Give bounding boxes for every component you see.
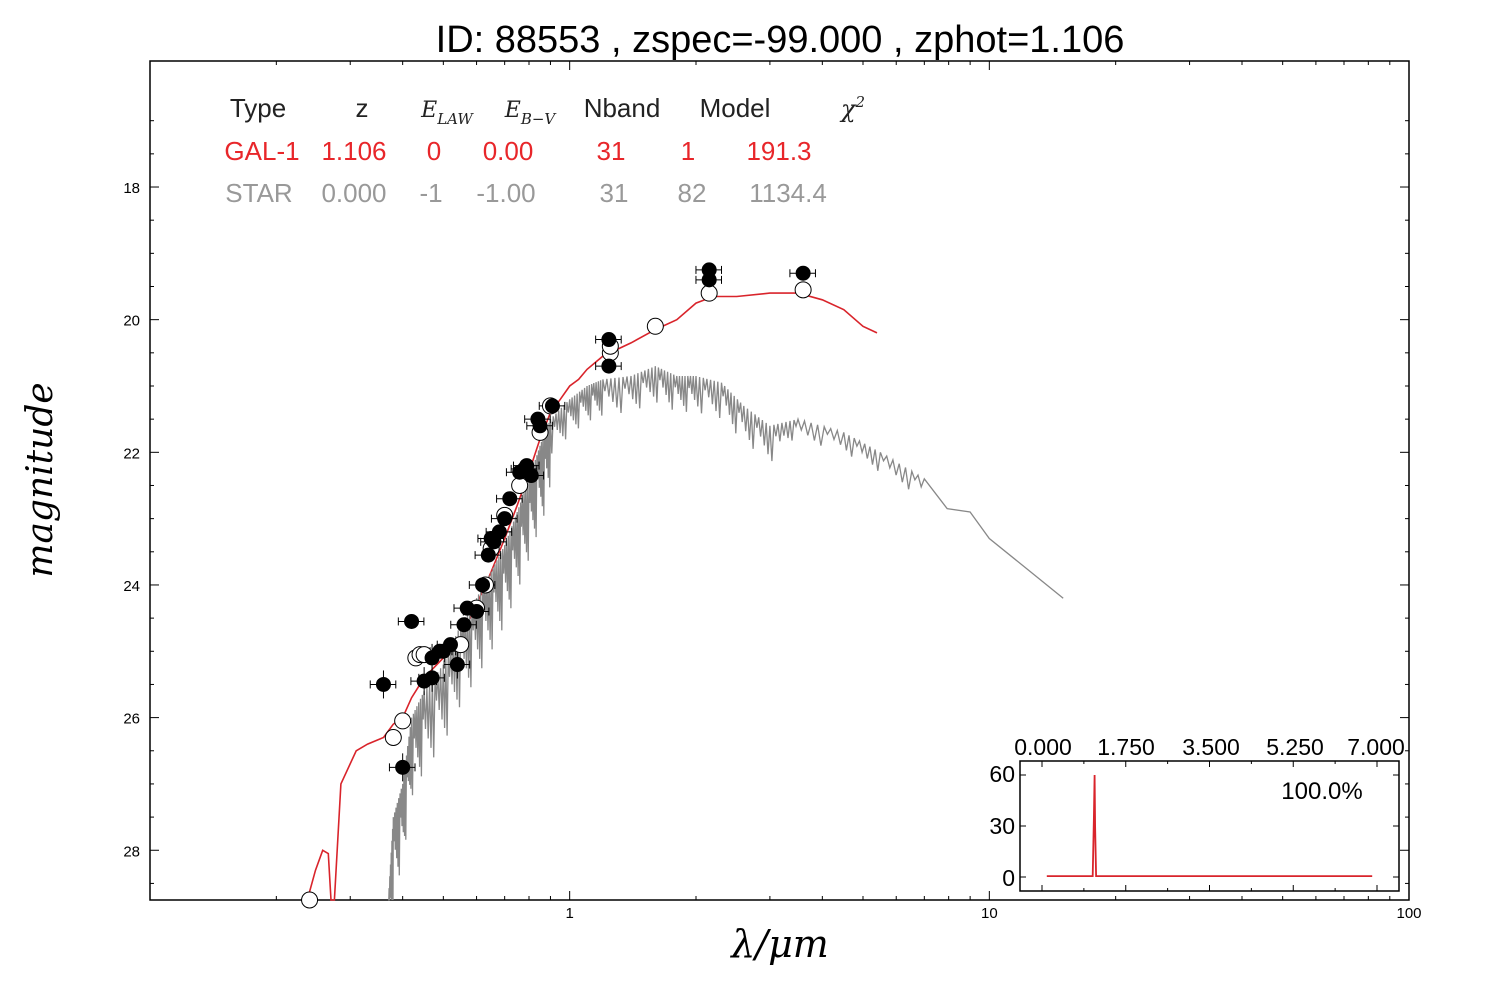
inset-background xyxy=(1020,761,1399,891)
observed-marker xyxy=(456,617,472,633)
legend-star-type: STAR xyxy=(225,178,292,208)
observed-marker xyxy=(532,418,548,434)
inset-pdf-layer xyxy=(1046,774,1373,877)
inset-pdf-curve xyxy=(1046,774,1373,877)
observed-marker xyxy=(375,676,391,692)
model-marker xyxy=(794,281,812,299)
legend-header-ebv: EB−V xyxy=(504,98,558,128)
y-tick-label: 26 xyxy=(123,711,140,728)
y-tick-label: 20 xyxy=(123,313,140,330)
main-tick-labels: 18 20 22 24 26 28 1 10 100 xyxy=(123,180,1421,922)
model-marker xyxy=(301,891,319,909)
star-model-curve xyxy=(388,366,1064,901)
model-marker xyxy=(394,712,412,730)
observed-marker xyxy=(601,358,617,374)
model-markers-layer xyxy=(301,281,812,909)
observed-marker xyxy=(544,398,560,414)
model-marker xyxy=(646,317,664,335)
inset-y-tick-0: 0 xyxy=(1002,865,1015,891)
legend-gal-ebv: 0.00 xyxy=(483,136,534,166)
x-axis-label: λ/μm xyxy=(729,922,829,966)
y-tick-label: 22 xyxy=(123,445,140,462)
legend-gal-chi2: 191.3 xyxy=(746,136,811,166)
y-tick-label: 18 xyxy=(123,180,140,197)
x-tick-label: 10 xyxy=(981,905,998,922)
legend-gal-nband: 31 xyxy=(597,136,626,166)
legend-gal-model: 1 xyxy=(681,136,695,166)
legend-header-type: Type xyxy=(230,93,286,123)
legend-star-nband: 31 xyxy=(600,178,629,208)
observed-marker xyxy=(404,613,420,629)
y-tick-label: 28 xyxy=(123,843,140,860)
x-tick-label: 1 xyxy=(565,905,573,922)
legend-header-z: z xyxy=(356,93,369,123)
legend-star-chi2: 1134.4 xyxy=(749,178,827,208)
inset-annotation: 100.0% xyxy=(1281,778,1362,805)
y-tick-label: 24 xyxy=(123,578,140,595)
observed-marker xyxy=(469,603,485,619)
main-axis-ticks xyxy=(150,61,1410,900)
observed-marker xyxy=(442,637,458,653)
legend-header-chi2: χ2 xyxy=(839,93,865,123)
model-marker xyxy=(384,729,402,747)
legend-star-ebv: -1.00 xyxy=(476,178,535,208)
inset-x-tick-2: 3.500 xyxy=(1182,734,1240,760)
legend-header-elaw: ELAW xyxy=(420,98,474,128)
inset-x-tick-1: 1.750 xyxy=(1097,734,1155,760)
observed-marker xyxy=(480,547,496,563)
inset-x-tick-0: 0.000 xyxy=(1014,734,1072,760)
x-tick-label: 100 xyxy=(1396,905,1421,922)
observed-marker xyxy=(395,759,411,775)
observed-marker xyxy=(424,670,440,686)
inset-ticks xyxy=(1020,761,1399,891)
inset-x-tick-4: 7.000 xyxy=(1347,734,1405,760)
legend-star-model: 82 xyxy=(678,178,707,208)
errorbar-layer xyxy=(369,262,816,782)
legend-header-model: Model xyxy=(700,93,771,123)
y-axis-label: magnitude xyxy=(20,382,61,577)
model-marker xyxy=(700,284,718,302)
legend-table: Type z ELAW EB−V Nband Model χ2 GAL-1 1.… xyxy=(224,93,865,208)
legend-gal-z: 1.106 xyxy=(321,136,386,166)
observed-marker xyxy=(491,524,507,540)
legend-header-nband: Nband xyxy=(584,93,661,123)
observed-marker xyxy=(701,272,717,288)
legend-gal-type: GAL-1 xyxy=(224,136,299,166)
observed-marker xyxy=(523,468,539,484)
observed-marker xyxy=(449,657,465,673)
legend-star-z: 0.000 xyxy=(321,178,386,208)
star-layer xyxy=(388,366,1064,901)
legend-gal-elaw: 0 xyxy=(427,136,441,166)
observed-marker xyxy=(601,332,617,348)
observed-marker xyxy=(502,491,518,507)
observed-marker xyxy=(795,265,811,281)
main-plot-frame xyxy=(149,60,1410,901)
inset-y-tick-60: 60 xyxy=(989,761,1015,787)
chart-title: ID: 88553 , zspec=-99.000 , zphot=1.106 xyxy=(436,19,1125,61)
inset-x-tick-3: 5.250 xyxy=(1266,734,1324,760)
inset-y-tick-30: 30 xyxy=(989,813,1015,839)
legend-star-elaw: -1 xyxy=(419,178,442,208)
observed-marker xyxy=(497,511,513,527)
observed-markers-layer xyxy=(375,262,811,775)
observed-marker xyxy=(475,577,491,593)
